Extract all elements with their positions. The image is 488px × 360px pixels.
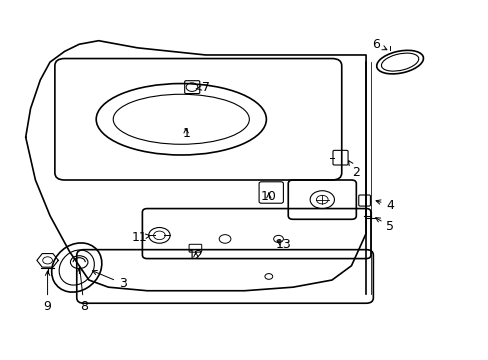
Text: 1: 1 <box>182 127 190 140</box>
Text: 3: 3 <box>92 270 126 290</box>
Text: 10: 10 <box>260 190 276 203</box>
Text: 4: 4 <box>375 198 393 212</box>
Text: 2: 2 <box>348 161 360 179</box>
Text: 8: 8 <box>78 267 88 313</box>
Text: 7: 7 <box>196 81 209 94</box>
Text: 5: 5 <box>375 218 393 233</box>
Text: 12: 12 <box>187 248 203 261</box>
Text: 6: 6 <box>371 38 386 51</box>
Text: 13: 13 <box>275 238 291 251</box>
Text: 9: 9 <box>43 271 51 313</box>
Text: 11: 11 <box>132 231 150 244</box>
